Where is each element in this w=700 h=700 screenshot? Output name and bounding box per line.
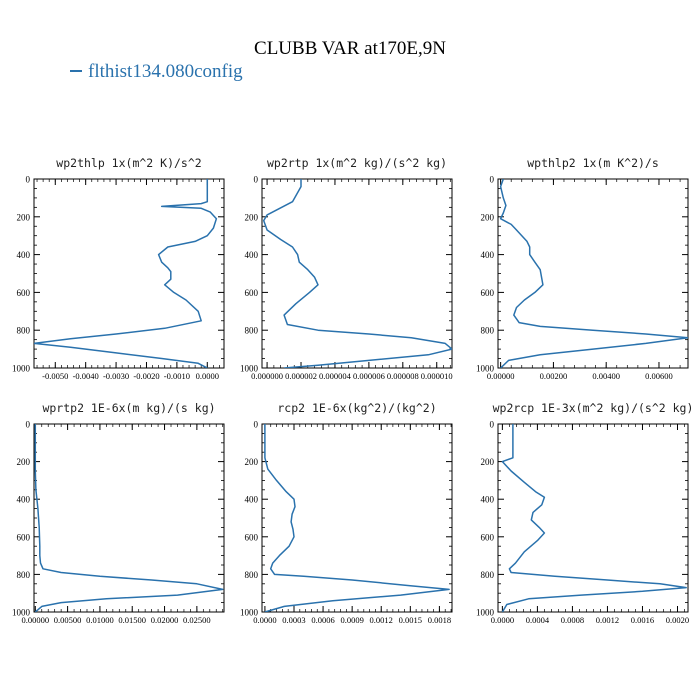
panel-title: wprtp2 1E-6x(m kg)/(s kg) bbox=[42, 401, 215, 415]
y-tick-label: 400 bbox=[481, 495, 495, 505]
y-tick-label: 400 bbox=[17, 250, 31, 260]
x-tick-label: 0.0008 bbox=[561, 615, 584, 625]
panel-wp2thlp: wp2thlp 1x(m^2 K)/s^2 0 200 400 600 800 1000 -0… bbox=[12, 156, 225, 381]
y-tick-label: 0 bbox=[26, 420, 31, 430]
panel-title: rcp2 1E-6x(kg^2)/(kg^2) bbox=[277, 401, 436, 415]
x-tick-label: 0.0006 bbox=[311, 615, 334, 625]
y-tick-label: 400 bbox=[17, 495, 31, 505]
y-tick-label: 600 bbox=[17, 288, 31, 298]
y-tick-label: 600 bbox=[17, 532, 31, 542]
x-tick-label: 0.000006 bbox=[353, 371, 385, 381]
y-tick-label: 200 bbox=[17, 212, 31, 222]
y-tick-label: 200 bbox=[17, 457, 31, 467]
y-tick-label: 600 bbox=[481, 288, 495, 298]
x-tick-label: 0.00400 bbox=[592, 371, 620, 381]
x-tick-label: -0.0020 bbox=[133, 371, 159, 381]
x-tick-label: -0.0010 bbox=[164, 371, 190, 381]
y-tick-label: 600 bbox=[245, 532, 259, 542]
x-tick-label: 0.0000 bbox=[491, 615, 514, 625]
panel-wpthlp2: wpthlp2 1x(m K^2)/s020040060080010000.00… bbox=[476, 156, 689, 381]
y-tick-label: 200 bbox=[481, 457, 495, 467]
x-tick-label: 0.0016 bbox=[631, 615, 654, 625]
series-line bbox=[501, 424, 687, 612]
series-line bbox=[34, 179, 218, 368]
plot-frame bbox=[261, 423, 453, 613]
x-tick-label: 0.00500 bbox=[54, 615, 82, 625]
y-tick-label: 200 bbox=[481, 212, 495, 222]
y-tick-label: 400 bbox=[245, 250, 259, 260]
y-tick-label: 200 bbox=[245, 212, 259, 222]
panel-wp2rcp: wp2rcp 1E-3x(m^2 kg)/(s^2 kg) 0 200 400 600 8… bbox=[476, 401, 693, 625]
y-tick-label: 0 bbox=[254, 175, 259, 185]
series-line bbox=[499, 179, 688, 368]
x-tick-label: 0.0015 bbox=[399, 615, 422, 625]
series-line bbox=[34, 424, 224, 612]
y-tick-label: 1000 bbox=[476, 364, 495, 374]
y-tick-label: 800 bbox=[245, 570, 259, 580]
y-tick-label: 0 bbox=[490, 175, 495, 185]
y-tick-label: 1000 bbox=[12, 364, 31, 374]
y-tick-label: 0 bbox=[26, 175, 31, 185]
x-tick-label: 0.01500 bbox=[118, 615, 146, 625]
x-tick-label: 0.000004 bbox=[319, 371, 352, 381]
x-tick-label: 0.000008 bbox=[387, 371, 419, 381]
x-tick-label: 0.00000 bbox=[487, 371, 515, 381]
x-tick-label: 0.0003 bbox=[282, 615, 305, 625]
x-tick-label: 0.000010 bbox=[421, 371, 453, 381]
plot-frame bbox=[497, 178, 689, 369]
y-tick-label: 1000 bbox=[240, 608, 259, 618]
x-tick-label: 0.0020 bbox=[666, 615, 689, 625]
x-tick-label: 0.00200 bbox=[540, 371, 568, 381]
x-tick-label: 0.0012 bbox=[596, 615, 619, 625]
x-tick-label: 0.02500 bbox=[183, 615, 211, 625]
series-line bbox=[264, 424, 450, 612]
x-tick-label: 0.000002 bbox=[285, 371, 317, 381]
x-tick-label: 0.000000 bbox=[251, 371, 283, 381]
panel-rcp2: rcp2 1E-6x(kg^2)/(kg^2) 0 200 400 600 800 1000… bbox=[240, 401, 453, 625]
y-tick-label: 200 bbox=[245, 457, 259, 467]
figure-title: CLUBB VAR at170E,9N bbox=[254, 38, 446, 59]
y-tick-label: 800 bbox=[17, 570, 31, 580]
y-tick-label: 1000 bbox=[240, 364, 259, 374]
legend-label: flthist134.080config bbox=[88, 61, 243, 82]
panel-title: wp2rtp 1x(m^2 kg)/(s^2 kg) bbox=[267, 156, 447, 170]
panel-title: wp2thlp 1x(m^2 K)/s^2 bbox=[56, 156, 201, 170]
y-tick-label: 400 bbox=[245, 495, 259, 505]
x-tick-label: -0.0050 bbox=[42, 371, 68, 381]
y-tick-label: 600 bbox=[245, 288, 259, 298]
panel-wprtp2: wprtp2 1E-6x(m kg)/(s kg) 0 200 400 600 800 10… bbox=[12, 401, 225, 625]
y-tick-label: 800 bbox=[481, 326, 495, 336]
y-tick-label: 800 bbox=[17, 326, 31, 336]
series-line bbox=[262, 179, 452, 368]
x-tick-label: 0.0000 bbox=[196, 371, 219, 381]
panel-title: wp2rcp 1E-3x(m^2 kg)/(s^2 kg) bbox=[493, 401, 694, 415]
x-tick-label: 0.0004 bbox=[526, 615, 550, 625]
y-tick-label: 0 bbox=[490, 420, 495, 430]
x-tick-label: -0.0040 bbox=[73, 371, 99, 381]
x-tick-label: 0.0000 bbox=[253, 615, 276, 625]
y-tick-label: 800 bbox=[481, 570, 495, 580]
y-tick-label: 800 bbox=[245, 326, 259, 336]
x-tick-label: 0.0009 bbox=[340, 615, 363, 625]
panel-wp2rtp: wp2rtp 1x(m^2 kg)/(s^2 kg) 0 200 400 600 800 1… bbox=[240, 156, 453, 381]
x-tick-label: 0.01000 bbox=[86, 615, 114, 625]
x-tick-label: 0.02000 bbox=[151, 615, 179, 625]
y-tick-label: 600 bbox=[481, 532, 495, 542]
y-tick-label: 0 bbox=[254, 420, 259, 430]
panel-title: wpthlp2 1x(m K^2)/s bbox=[527, 156, 659, 170]
y-tick-label: 1000 bbox=[476, 608, 495, 618]
x-tick-label: 0.00000 bbox=[21, 615, 49, 625]
x-tick-label: 0.0018 bbox=[428, 615, 451, 625]
y-tick-label: 1000 bbox=[12, 608, 31, 618]
x-tick-label: 0.00600 bbox=[645, 371, 673, 381]
y-tick-label: 400 bbox=[481, 250, 495, 260]
x-tick-label: 0.0012 bbox=[370, 615, 393, 625]
x-tick-label: -0.0030 bbox=[103, 371, 129, 381]
